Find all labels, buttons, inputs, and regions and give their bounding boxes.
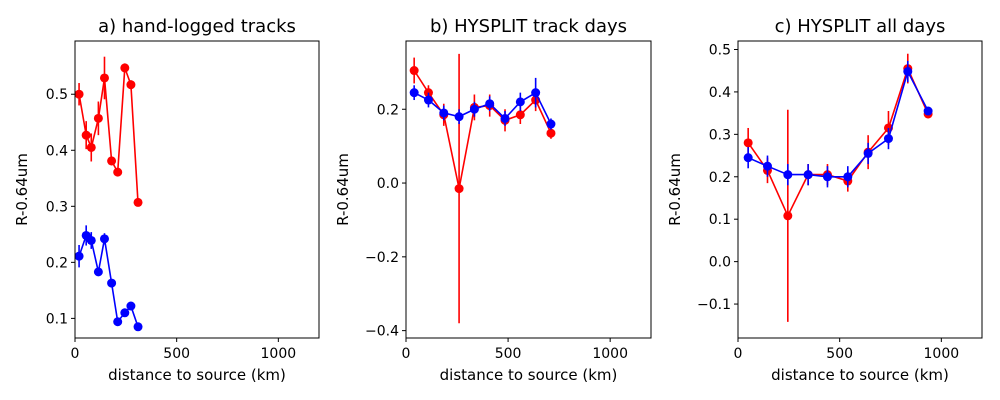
series-red: [74, 56, 143, 207]
series-line-red: [78, 67, 139, 203]
axes-frame: [405, 40, 652, 339]
axes-frame: [737, 40, 983, 339]
data-point: [126, 80, 136, 90]
y-tick-label: −0.2: [365, 250, 399, 266]
data-point: [99, 234, 109, 244]
y-tick-label: 0.1: [709, 212, 731, 228]
series-line-red: [413, 70, 552, 189]
series-red: [743, 53, 933, 322]
data-point: [120, 63, 130, 73]
y-tick-label: 0.0: [709, 255, 731, 271]
y-tick-label: 0.2: [377, 102, 399, 118]
y-axis-label: R-0.64um: [666, 153, 684, 226]
data-point: [822, 172, 832, 182]
data-point: [113, 317, 123, 327]
data-point: [86, 142, 96, 152]
x-tick-label: 500: [826, 346, 853, 362]
data-point: [86, 235, 96, 245]
y-tick-label: 0.3: [46, 199, 68, 215]
y-tick-label: 0.0: [377, 176, 399, 192]
chart-title: c) HYSPLIT all days: [775, 16, 946, 37]
data-point: [439, 108, 449, 118]
data-point: [133, 197, 143, 207]
x-tick-label: 500: [163, 346, 190, 362]
y-axis-label: R-0.64um: [13, 153, 31, 226]
data-point: [762, 161, 772, 171]
data-point: [469, 104, 479, 114]
axes-frame: [74, 40, 320, 339]
data-point: [74, 89, 84, 99]
x-tick-label: 500: [495, 346, 522, 362]
data-point: [883, 134, 893, 144]
data-point: [81, 130, 91, 140]
chart-title: a) hand-logged tracks: [98, 16, 296, 37]
y-tick-label: 0.4: [46, 143, 68, 159]
series-line-blue: [413, 91, 552, 125]
series-line-red: [747, 66, 929, 218]
panel-2: 0 500 1000 −0.4 −0.2 0.0 0.2 b) HYSPLIT track d…: [334, 16, 652, 384]
x-tick-label: 0: [402, 346, 411, 362]
y-tick-label: 0.5: [709, 42, 731, 58]
y-tick-label: 0.3: [709, 127, 731, 143]
x-tick-label: 1000: [592, 346, 628, 362]
data-point: [743, 138, 753, 148]
series-blue: [74, 225, 143, 332]
data-point: [454, 112, 464, 122]
data-point: [74, 251, 84, 261]
data-point: [454, 184, 464, 194]
data-point: [903, 67, 913, 77]
x-tick-label: 0: [734, 346, 743, 362]
x-axis-label: distance to source (km): [108, 366, 286, 384]
data-point: [93, 113, 103, 123]
data-point: [113, 167, 123, 177]
y-tick-label: 0.4: [709, 85, 731, 101]
data-point: [107, 156, 117, 166]
data-point: [409, 66, 419, 76]
chart-title: b) HYSPLIT track days: [430, 16, 627, 37]
data-point: [485, 99, 495, 109]
x-tick-label: 0: [71, 346, 80, 362]
y-tick-label: 0.5: [46, 87, 68, 103]
series-blue: [409, 77, 556, 130]
series-blue: [743, 60, 933, 188]
y-tick-label: −0.1: [697, 297, 731, 313]
data-point: [99, 73, 109, 83]
data-point: [120, 308, 130, 318]
data-point: [803, 170, 813, 180]
data-point: [783, 211, 793, 221]
data-point: [531, 88, 541, 98]
x-tick-label: 1000: [924, 346, 960, 362]
data-point: [546, 128, 556, 138]
data-point: [126, 301, 136, 311]
x-axis-label: distance to source (km): [771, 366, 949, 384]
data-point: [409, 88, 419, 98]
data-point: [500, 113, 510, 123]
data-point: [107, 278, 117, 288]
series-line-blue: [747, 69, 929, 178]
y-tick-label: 0.2: [46, 255, 68, 271]
data-point: [93, 267, 103, 277]
data-point: [515, 110, 525, 120]
data-point: [423, 95, 433, 105]
y-tick-label: 0.1: [46, 311, 68, 327]
data-point: [863, 148, 873, 158]
data-point: [133, 322, 143, 332]
y-tick-label: 0.2: [709, 170, 731, 186]
data-point: [923, 106, 933, 116]
y-tick-label: −0.4: [365, 324, 399, 340]
y-axis-label: R-0.64um: [334, 153, 352, 226]
panel-1: 0 500 1000 0.1 0.2 0.3 0.4 0.5 a) hand-logged tr…: [13, 16, 320, 384]
panel-3: 0 500 1000 −0.1 0.0 0.1 0.2 0.3 0.4 0.5 c) HYSPLIT…: [666, 16, 983, 384]
data-point: [515, 97, 525, 107]
x-tick-label: 1000: [261, 346, 297, 362]
data-point: [743, 153, 753, 163]
data-point: [783, 170, 793, 180]
x-axis-label: distance to source (km): [440, 366, 618, 384]
data-point: [843, 172, 853, 182]
data-point: [546, 119, 556, 129]
